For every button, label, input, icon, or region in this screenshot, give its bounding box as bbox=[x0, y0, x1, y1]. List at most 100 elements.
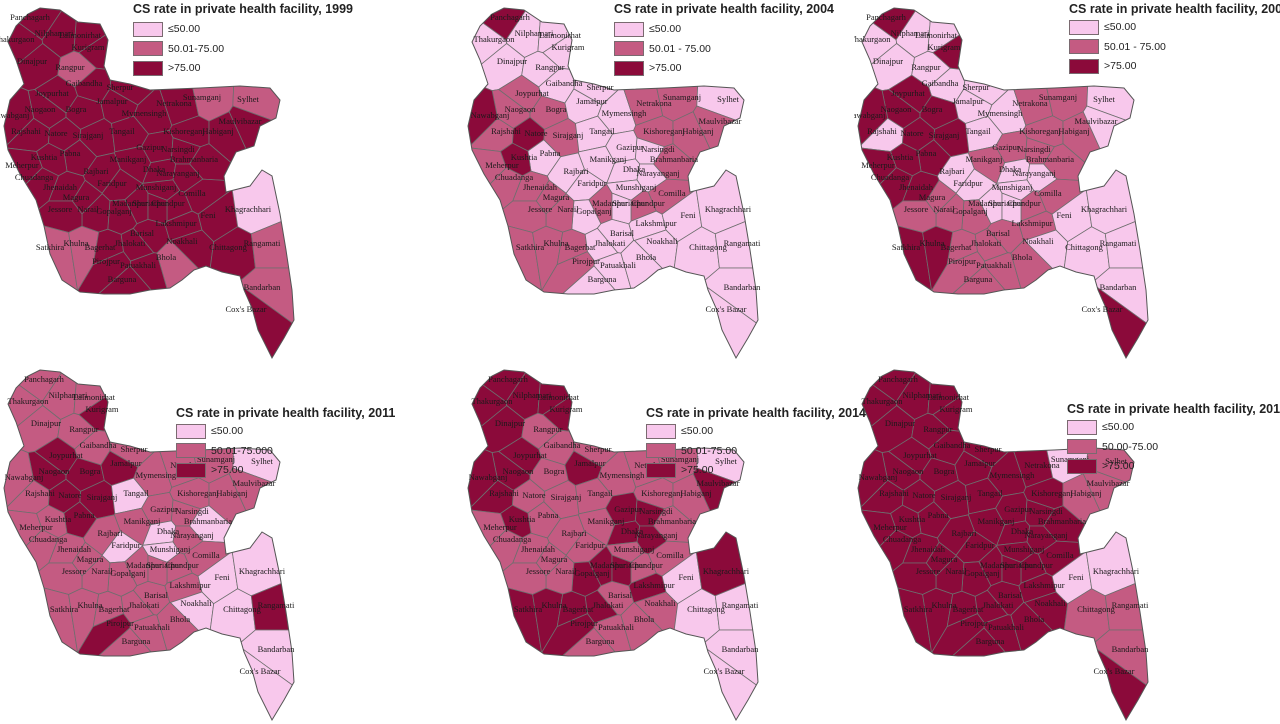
district-label: Sylhet bbox=[1105, 456, 1127, 466]
district-label: Bandarban bbox=[258, 644, 296, 654]
district-label: Lakshmipur bbox=[169, 580, 210, 590]
district-label: Narail bbox=[555, 566, 577, 576]
legend-item-low: ≤50.00 bbox=[176, 422, 273, 440]
legend-label-high: >75.00 bbox=[1104, 60, 1137, 72]
district-label: Natore bbox=[900, 128, 923, 138]
district-label: Faridpur bbox=[97, 178, 126, 188]
district-label: Chandpur bbox=[629, 560, 663, 570]
legend-item-low: ≤50.00 bbox=[646, 422, 737, 440]
district-label: Bandarban bbox=[1100, 282, 1138, 292]
district-label: Gaibandha bbox=[544, 440, 581, 450]
district-label: Pabna bbox=[928, 510, 949, 520]
district-label: Pabna bbox=[60, 148, 81, 158]
district-label: Kushtia bbox=[511, 152, 538, 162]
district-label: Pirojpur bbox=[572, 256, 600, 266]
district-label: Bandarban bbox=[1112, 644, 1150, 654]
district-map: Panchagarh ThakurgaonNilphamariLalmonirha… bbox=[0, 7, 295, 360]
district-label: Dinajpur bbox=[885, 418, 915, 428]
district-label: Jessore bbox=[48, 204, 73, 214]
district-label: Panchagarh bbox=[488, 374, 528, 384]
district-label: Kishoreganj bbox=[1031, 488, 1073, 498]
district-label: Bogra bbox=[922, 104, 943, 114]
district-label: Mymensingh bbox=[122, 108, 168, 118]
district-label: Kishoreganj bbox=[177, 488, 219, 498]
district-label: Rangamati bbox=[1112, 600, 1149, 610]
district-label: Manikganj bbox=[966, 154, 1003, 164]
district-label: Jhalokati bbox=[595, 238, 626, 248]
district-label: Sylhet bbox=[717, 94, 739, 104]
legend-label-high: >75.00 bbox=[168, 62, 201, 74]
district-label: Shariatpur bbox=[610, 560, 646, 570]
district-label: Narsingdi bbox=[1029, 506, 1063, 516]
district-label: Sherpur bbox=[975, 444, 1002, 454]
legend-item-high: >75.00 bbox=[133, 59, 224, 77]
district-map: Panchagarh ThakurgaonNilphamariLalmonirha… bbox=[467, 369, 759, 722]
district-label: Satkhira bbox=[36, 242, 65, 252]
district-label: Gazipur bbox=[136, 142, 164, 152]
district-label: Jessore bbox=[526, 566, 551, 576]
district-label: Bogra bbox=[80, 466, 101, 476]
district-label: Rajshahi bbox=[867, 126, 897, 136]
district-label: Maulvibazar bbox=[233, 478, 276, 488]
district-label: Gaibandha bbox=[80, 440, 117, 450]
district-label: Shariatpur bbox=[612, 198, 648, 208]
country-outline bbox=[857, 369, 1149, 722]
district-label: Sirajganj bbox=[929, 130, 960, 140]
district-label: Sirajganj bbox=[73, 130, 104, 140]
district-label: Madaripur bbox=[112, 198, 148, 208]
district-label: Bogra bbox=[546, 104, 567, 114]
district-label: Panchagarh bbox=[866, 12, 906, 22]
district-label: Faridpur bbox=[111, 540, 140, 550]
legend-swatch-high bbox=[614, 60, 644, 76]
district-label: Chuadanga bbox=[883, 534, 921, 544]
district-label: Jhenaidah bbox=[43, 182, 78, 192]
district-label: Gaibandha bbox=[934, 440, 971, 450]
legend-label-low: ≤50.00 bbox=[1102, 421, 1135, 433]
district-label: Patuakhali bbox=[976, 260, 1013, 270]
legend-item-mid: 50.00-75.00 bbox=[1067, 438, 1158, 456]
district-label: Panchagarh bbox=[10, 12, 50, 22]
district-label: Manikganj bbox=[124, 516, 161, 526]
district-label: Thakurgaon bbox=[474, 34, 516, 44]
legend-item-mid: 50.01-75.000 bbox=[176, 442, 273, 460]
district-label: Lalmonirhat bbox=[915, 30, 958, 40]
district-map: Panchagarh ThakurgaonNilphamariLalmonirha… bbox=[854, 7, 1149, 360]
district-label: Pirojpur bbox=[92, 256, 120, 266]
legend-label-mid: 50.01-75.00 bbox=[681, 444, 738, 457]
district-label: Mymensingh bbox=[990, 470, 1036, 480]
district-label: Shariatpur bbox=[146, 560, 182, 570]
district-label: Meherpur bbox=[873, 522, 907, 532]
map-legend: ≤50.00 50.01 - 75.00 >75.00 bbox=[614, 20, 711, 79]
district-label: Kurigram bbox=[939, 404, 972, 414]
legend-item-low: ≤50.00 bbox=[1067, 418, 1158, 436]
district-label: Nilphamari bbox=[49, 390, 88, 400]
district-label: Meherpur bbox=[5, 160, 39, 170]
district-label: Sherpur bbox=[585, 444, 612, 454]
district-label: Khulna bbox=[541, 600, 566, 610]
district-label: Sherpur bbox=[107, 82, 134, 92]
district-label: Feni bbox=[680, 210, 696, 220]
district-label: Magura bbox=[543, 192, 570, 202]
district-label: Brahmanbaria bbox=[650, 154, 698, 164]
district-label: Dhaka bbox=[1011, 526, 1033, 536]
legend-label-mid: 50.01-75.00 bbox=[168, 42, 225, 55]
district-label: Joypurhat bbox=[49, 450, 83, 460]
district-label: Chuadanga bbox=[29, 534, 67, 544]
district-label: Mymensingh bbox=[978, 108, 1024, 118]
district-label: Jamalpur bbox=[576, 96, 607, 106]
district-label: Rajshahi bbox=[11, 126, 41, 136]
district-label: Noakhali bbox=[166, 236, 198, 246]
district-label: Munshiganj bbox=[1004, 544, 1045, 554]
district-label: Barisal bbox=[986, 228, 1011, 238]
district-label: Thakurgaon bbox=[8, 396, 50, 406]
district-label: Sunamganj bbox=[197, 454, 235, 464]
district-label: Patuakhali bbox=[988, 622, 1025, 632]
district-label: Feni bbox=[214, 572, 230, 582]
district-label: Chittagong bbox=[687, 604, 726, 614]
district-label: Bagerhat bbox=[941, 242, 972, 252]
district-label: Jessore bbox=[904, 204, 929, 214]
district-label: Rangamati bbox=[1100, 238, 1137, 248]
district-label: Tangail bbox=[589, 126, 615, 136]
district-label: Joypurhat bbox=[515, 88, 549, 98]
district-label: Dinajpur bbox=[497, 56, 527, 66]
